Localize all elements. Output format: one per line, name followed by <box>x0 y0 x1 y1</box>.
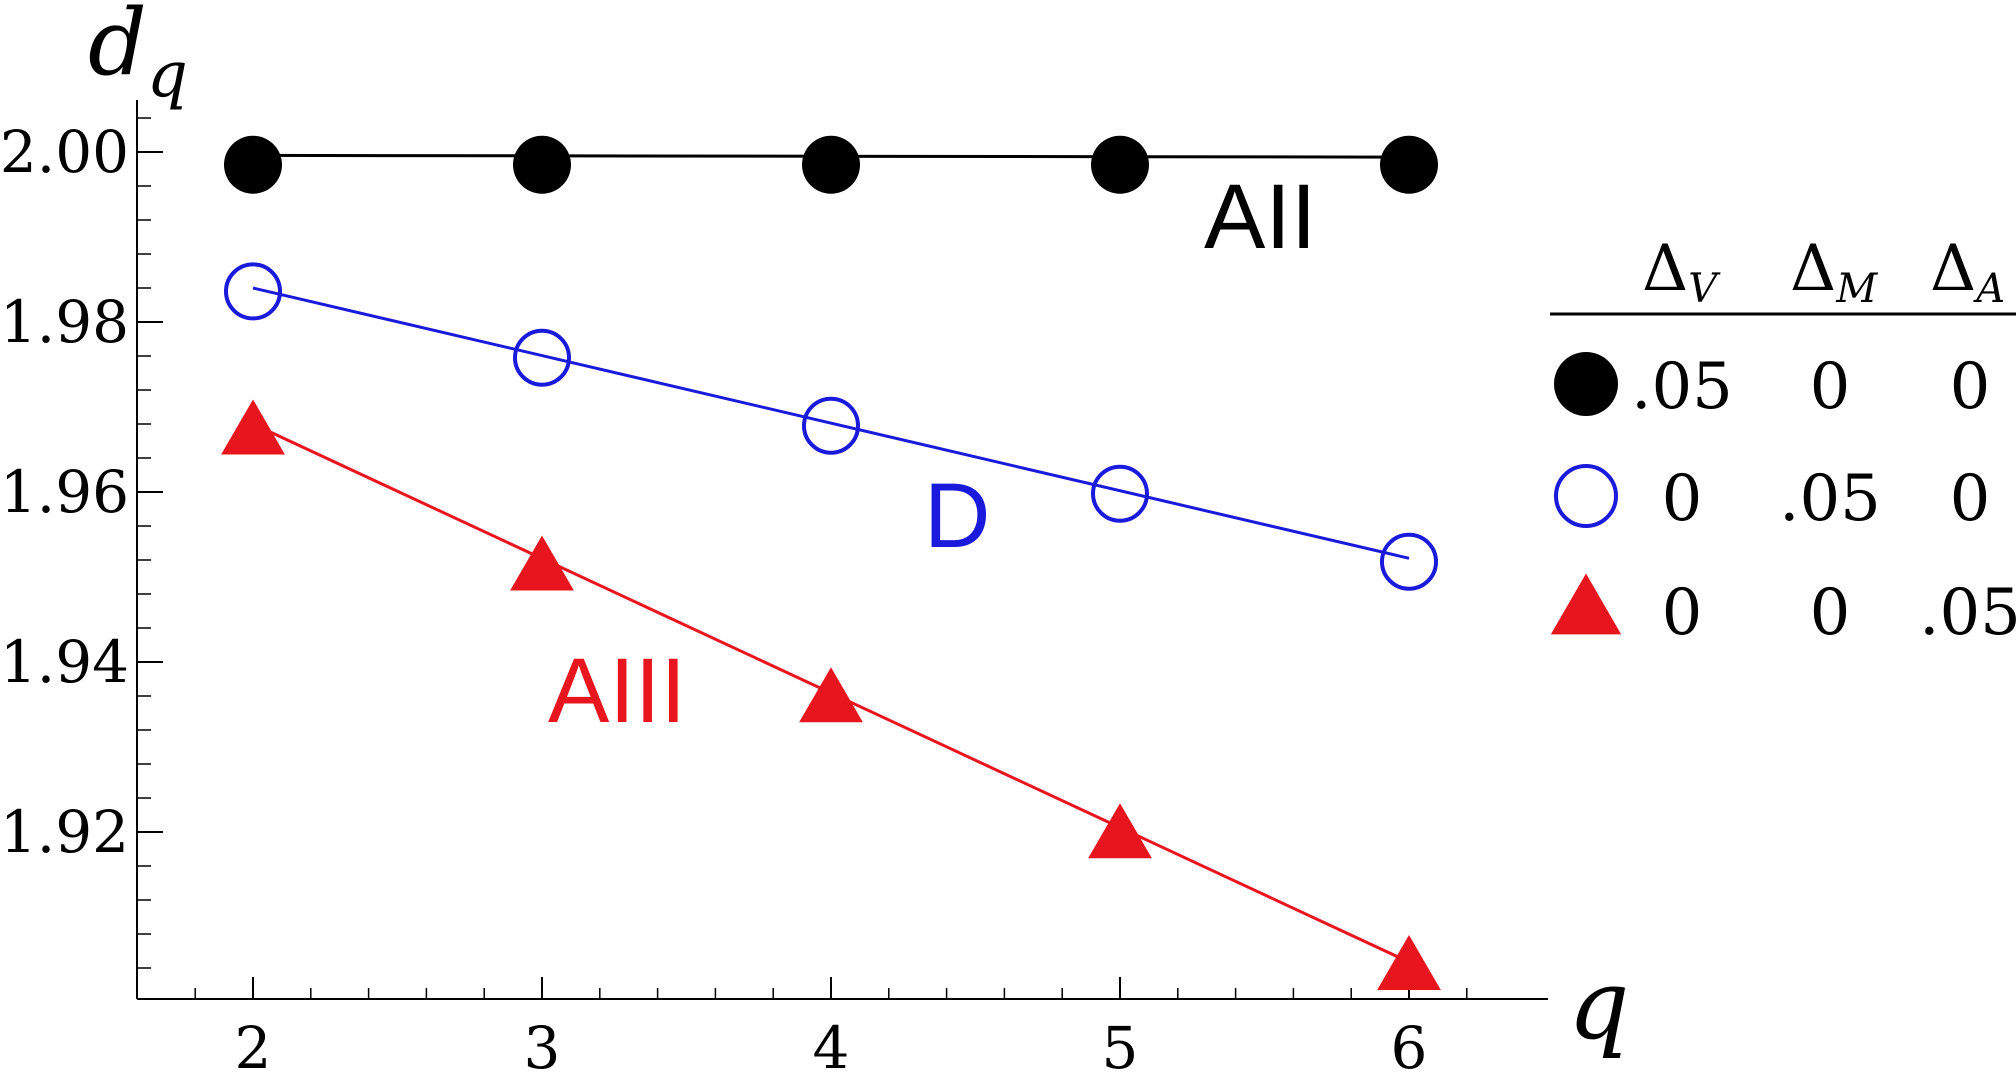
data-point-aiii <box>1088 803 1152 859</box>
series-label-aiii: AIII <box>548 640 686 742</box>
legend-value: .05 <box>1631 350 1733 424</box>
data-markers <box>221 135 1441 991</box>
data-point-aii <box>802 135 860 194</box>
legend-value: 0 <box>1810 350 1851 424</box>
data-point-d <box>1091 464 1149 523</box>
y-tick-label: 2.00 <box>0 118 129 186</box>
legend-header: ΔM <box>1790 232 1878 312</box>
data-point-aiii <box>799 667 863 723</box>
axes: 2.00 1.98 1.96 1.94 1.92 2 3 4 5 6 <box>0 100 1548 1082</box>
series-label-d: D <box>924 465 990 567</box>
data-point-aiii <box>221 399 285 455</box>
legend-header: ΔV <box>1642 232 1721 312</box>
y-axis-label: dq <box>88 0 188 112</box>
x-tick-label: 6 <box>1391 1014 1428 1082</box>
x-tick-label: 4 <box>813 1014 850 1082</box>
data-point-aii <box>224 135 282 194</box>
y-tick-label: 1.94 <box>0 628 129 696</box>
legend-value: .05 <box>1779 462 1881 536</box>
data-point-aii <box>1091 135 1149 194</box>
y-tick-label: 1.98 <box>0 288 129 356</box>
legend: ΔV ΔM ΔA .05 0 0 0 .05 0 0 0 .05 <box>1550 232 2016 650</box>
legend-value: .05 <box>1919 576 2016 650</box>
x-tick-label: 2 <box>235 1014 272 1082</box>
fit-lines <box>252 153 1410 964</box>
legend-value: 0 <box>1810 576 1851 650</box>
data-point-d <box>802 396 860 455</box>
data-point-d <box>513 328 571 387</box>
legend-value: 0 <box>1950 350 1991 424</box>
y-tick-label: 1.96 <box>0 458 129 526</box>
legend-value: 0 <box>1950 462 1991 536</box>
x-tick-label: 5 <box>1102 1014 1139 1082</box>
legend-value: 0 <box>1662 576 1703 650</box>
legend-header: ΔA <box>1930 232 2005 312</box>
data-point-aiii <box>1377 934 1441 991</box>
legend-marker <box>1554 352 1618 416</box>
legend-marker <box>1550 573 1622 635</box>
data-point-aiii <box>510 535 574 591</box>
series-label-aii: AII <box>1204 166 1316 268</box>
fit-line-d <box>252 286 1410 560</box>
data-point-d <box>1380 532 1438 591</box>
x-tick-label: 3 <box>524 1014 561 1082</box>
x-axis-label: q <box>1568 949 1629 1061</box>
legend-marker <box>1554 464 1618 528</box>
legend-value: 0 <box>1662 462 1703 536</box>
axis-labels: dq q <box>88 0 1629 1061</box>
data-point-d <box>224 262 282 321</box>
data-point-aii <box>1380 135 1438 194</box>
data-point-aii <box>513 135 571 194</box>
series-labels: AII D AIII <box>548 166 1316 742</box>
y-tick-label: 1.92 <box>0 798 129 866</box>
